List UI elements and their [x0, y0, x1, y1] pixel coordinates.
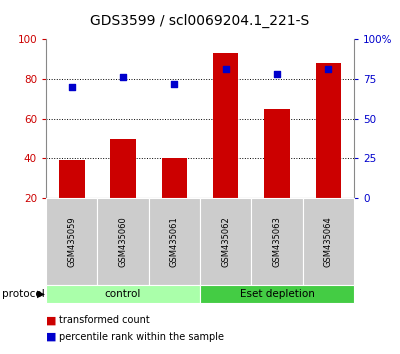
Text: protocol: protocol	[2, 289, 45, 299]
Text: GSM435064: GSM435064	[324, 216, 333, 267]
Text: ■: ■	[46, 332, 56, 342]
Text: GSM435063: GSM435063	[272, 216, 282, 267]
Bar	[213, 53, 238, 198]
Bar	[316, 63, 341, 198]
Text: control: control	[105, 289, 141, 299]
Text: GSM435059: GSM435059	[67, 216, 76, 267]
Point	[222, 67, 229, 72]
Text: percentile rank within the sample: percentile rank within the sample	[59, 332, 224, 342]
Point	[120, 74, 126, 80]
Bar	[162, 159, 187, 198]
Text: GSM435062: GSM435062	[221, 216, 230, 267]
Bar	[110, 138, 136, 198]
Text: GSM435060: GSM435060	[118, 216, 128, 267]
Text: ■: ■	[46, 315, 56, 325]
Text: ▶: ▶	[37, 289, 45, 299]
Text: GSM435061: GSM435061	[170, 216, 179, 267]
Point	[171, 81, 178, 86]
Point	[68, 84, 75, 90]
Point	[274, 71, 280, 77]
Text: transformed count: transformed count	[59, 315, 150, 325]
Point	[325, 67, 332, 72]
Text: GDS3599 / scl0069204.1_221-S: GDS3599 / scl0069204.1_221-S	[90, 14, 310, 28]
Bar	[59, 160, 84, 198]
Text: Eset depletion: Eset depletion	[240, 289, 314, 299]
Bar	[264, 109, 290, 198]
